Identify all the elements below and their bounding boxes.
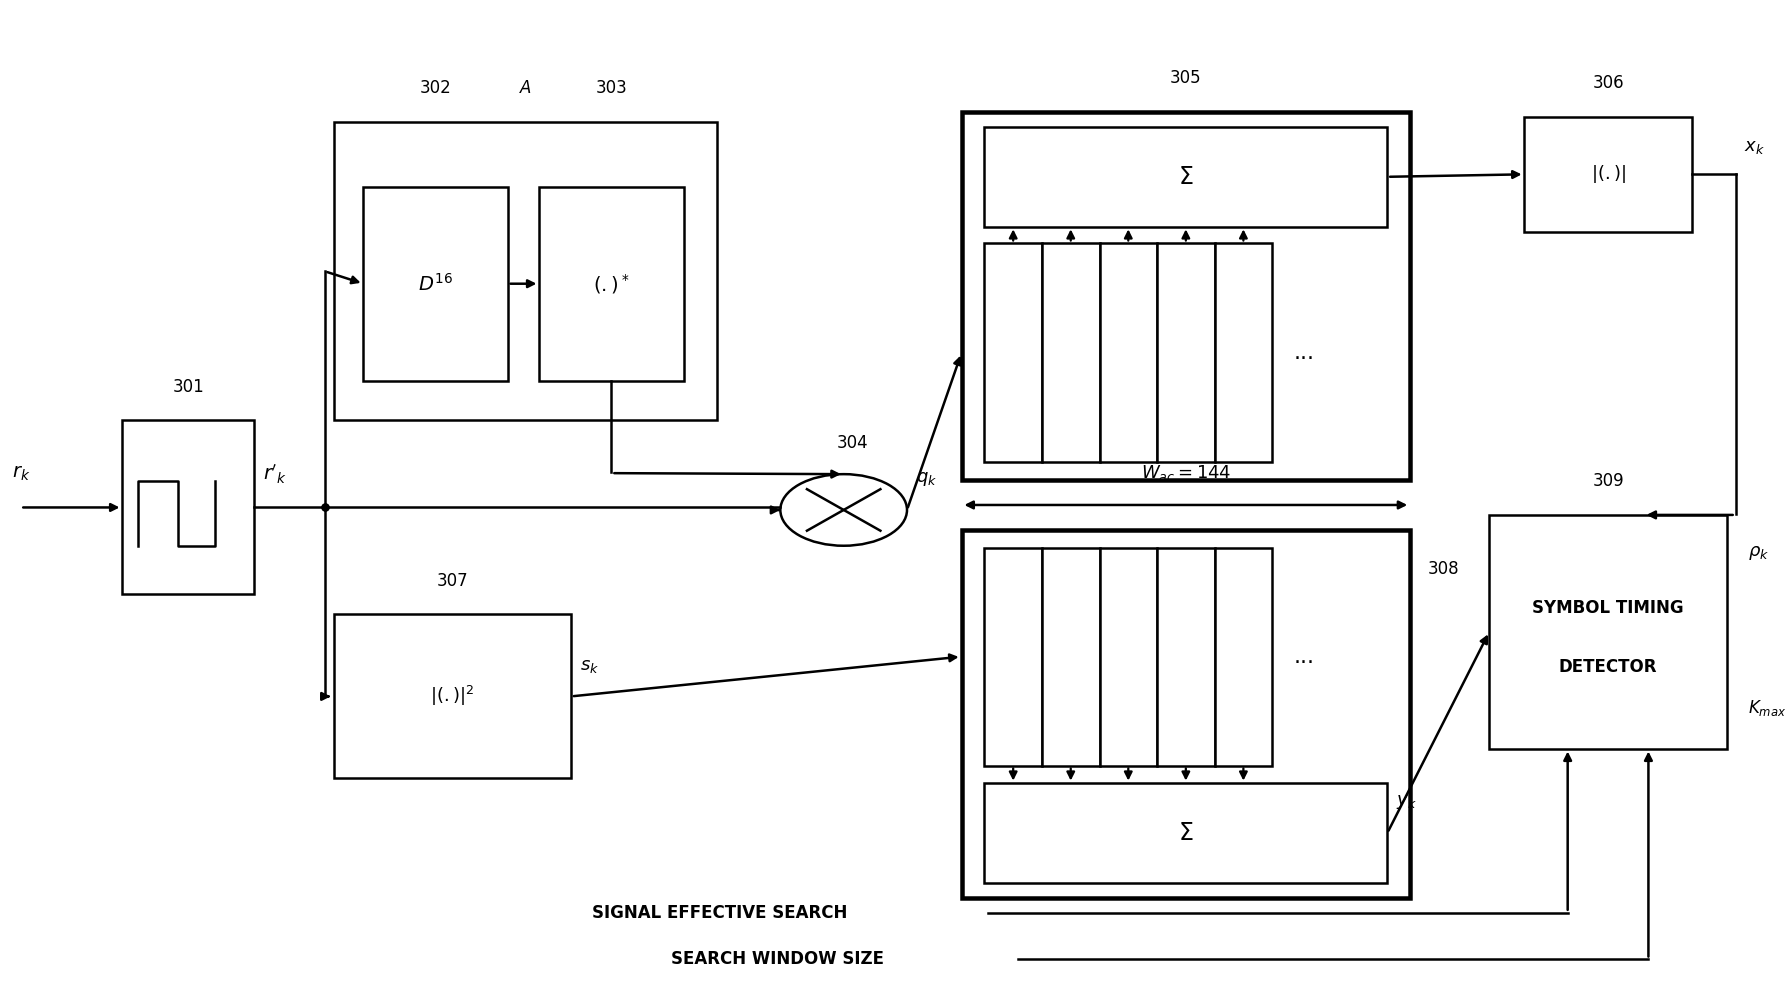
Text: $r_k$: $r_k$ <box>11 464 30 483</box>
Text: 304: 304 <box>837 434 869 452</box>
FancyBboxPatch shape <box>1489 515 1727 749</box>
Text: $|(.)| $: $|(.)| $ <box>1591 163 1625 185</box>
FancyBboxPatch shape <box>333 122 717 420</box>
FancyBboxPatch shape <box>1215 548 1272 766</box>
Text: 309: 309 <box>1593 472 1624 490</box>
FancyBboxPatch shape <box>122 420 254 594</box>
Text: 308: 308 <box>1428 560 1459 578</box>
Text: 302: 302 <box>419 79 452 97</box>
FancyBboxPatch shape <box>1041 243 1100 462</box>
Text: $D^{16}$: $D^{16}$ <box>418 273 453 295</box>
Text: ...: ... <box>1294 343 1315 363</box>
FancyBboxPatch shape <box>1525 117 1692 232</box>
FancyBboxPatch shape <box>1215 243 1272 462</box>
Text: 306: 306 <box>1593 74 1624 92</box>
FancyBboxPatch shape <box>962 112 1410 480</box>
Text: 301: 301 <box>172 378 204 396</box>
Text: $r'_k$: $r'_k$ <box>263 462 287 486</box>
FancyBboxPatch shape <box>984 127 1387 227</box>
Text: $\Sigma$: $\Sigma$ <box>1177 165 1193 189</box>
Text: $x_k$: $x_k$ <box>1744 138 1765 156</box>
Text: $\rho_k$: $\rho_k$ <box>1747 544 1769 562</box>
FancyBboxPatch shape <box>364 187 507 381</box>
FancyBboxPatch shape <box>539 187 683 381</box>
Text: A: A <box>520 79 530 97</box>
Text: $\Sigma$: $\Sigma$ <box>1177 821 1193 845</box>
Text: $q_k$: $q_k$ <box>916 470 937 488</box>
Text: $y_k$: $y_k$ <box>1396 793 1417 811</box>
FancyBboxPatch shape <box>984 243 1041 462</box>
Text: 303: 303 <box>595 79 627 97</box>
Text: DETECTOR: DETECTOR <box>1559 658 1658 676</box>
FancyBboxPatch shape <box>1158 243 1215 462</box>
Text: SIGNAL EFFECTIVE SEARCH: SIGNAL EFFECTIVE SEARCH <box>591 904 848 922</box>
Text: ...: ... <box>1294 647 1315 667</box>
FancyBboxPatch shape <box>1100 548 1158 766</box>
Text: $W_{ac}=144$: $W_{ac}=144$ <box>1142 463 1231 483</box>
FancyBboxPatch shape <box>984 548 1041 766</box>
Text: $K_{max}$: $K_{max}$ <box>1747 698 1787 718</box>
FancyBboxPatch shape <box>1158 548 1215 766</box>
FancyBboxPatch shape <box>1100 243 1158 462</box>
FancyBboxPatch shape <box>1041 548 1100 766</box>
FancyBboxPatch shape <box>984 783 1387 883</box>
Text: 307: 307 <box>437 571 468 589</box>
Text: 305: 305 <box>1170 69 1202 87</box>
Text: $|(.)| ^2$: $|(.)| ^2$ <box>430 684 475 708</box>
FancyBboxPatch shape <box>962 530 1410 898</box>
FancyBboxPatch shape <box>333 614 572 778</box>
Text: SEARCH WINDOW SIZE: SEARCH WINDOW SIZE <box>672 950 883 968</box>
Text: $(.)^*$: $(.)^*$ <box>593 272 629 296</box>
Text: SYMBOL TIMING: SYMBOL TIMING <box>1532 599 1684 617</box>
Text: $s_k$: $s_k$ <box>581 657 599 675</box>
